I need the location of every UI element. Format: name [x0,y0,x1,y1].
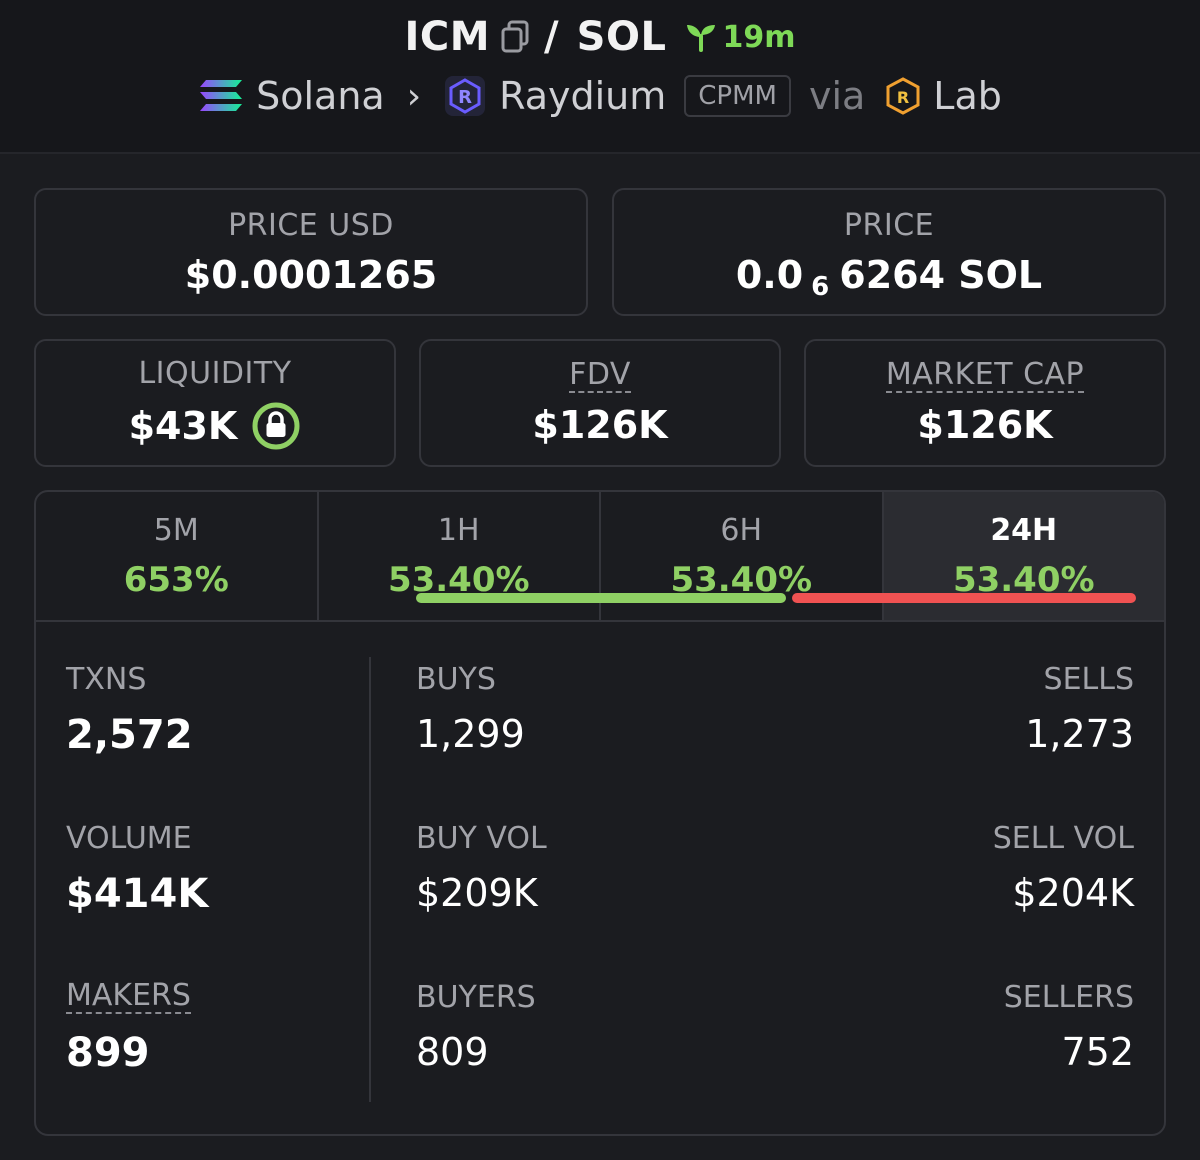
price-usd-value: $0.0001265 [184,252,438,297]
fdv-label[interactable]: FDV [569,357,631,393]
tab-5m[interactable]: 5M 653% [36,492,319,620]
price-native-prefix: 0.0 [735,252,804,297]
makers-value: 899 [66,1030,150,1076]
svg-text:R: R [458,87,472,108]
sell-vol-value: $204K [1012,871,1134,915]
buyers-bar [416,593,786,603]
launchpad-link[interactable]: Lab [933,74,1002,118]
age-text: 19m [722,19,796,55]
chevron-right-icon: › [406,75,422,117]
liquidity-card: LIQUIDITY $43K [34,339,396,467]
makers-label[interactable]: MAKERS [66,978,191,1014]
txns-label: TXNS [66,662,147,697]
buy-vol-label: BUY VOL [416,821,547,856]
sellers-value: 752 [1061,1030,1134,1074]
market-cap-value: $126K [917,402,1053,447]
dex-link[interactable]: Raydium [499,74,667,118]
tab-change: 53.40% [670,559,813,600]
price-native-zero-count: 6 [811,271,830,302]
liquidity-value: $43K [128,403,238,448]
txns-value: 2,572 [66,712,193,758]
copy-icon[interactable] [500,20,530,54]
raydium-lab-icon: R [885,76,921,116]
seedling-icon [687,25,716,52]
raydium-icon: R [443,74,487,118]
tab-label: 1H [437,512,480,548]
stats-panel: 5M 653% 1H 53.40% 6H 53.40% 24H 53.40% T… [34,490,1166,1136]
market-cap-card: MARKET CAP $126K [804,339,1166,467]
sellers-label: SELLERS [1003,980,1134,1015]
lock-icon[interactable] [251,401,301,451]
buys-value: 1,299 [416,712,525,756]
tab-change: 653% [123,559,229,600]
column-divider [369,657,371,1102]
volume-value: $414K [66,871,209,917]
price-native-card: PRICE 0.0 6 6264 SOL [612,188,1166,316]
sell-vol-label: SELL VOL [992,821,1134,856]
tab-label: 24H [990,512,1058,548]
quote-symbol: SOL [576,14,667,60]
fdv-value: $126K [532,402,668,447]
tab-label: 6H [720,512,763,548]
pair-title: ICM / SOL 19m [0,8,1200,66]
price-native-value: 0.0 6 6264 SOL [735,252,1043,302]
svg-text:R: R [897,88,909,107]
liquidity-label: LIQUIDITY [138,355,292,391]
buyers-value: 809 [416,1030,489,1074]
price-native-label: PRICE [843,207,935,243]
liquidity-value-row: $43K [129,401,302,451]
fdv-card: FDV $126K [419,339,781,467]
tab-change: 53.40% [952,559,1095,600]
buys-label: BUYS [416,662,496,697]
pair-header: ICM / SOL 19m [0,0,1200,154]
price-usd-label: PRICE USD [228,207,394,243]
pair-age: 19m [684,20,795,55]
base-symbol: ICM [404,14,491,60]
sellers-bar [792,593,1136,603]
via-label: via [808,74,866,118]
price-native-suffix: 6264 SOL [839,252,1043,297]
market-cap-label[interactable]: MARKET CAP [885,357,1085,393]
buy-vol-value: $209K [416,871,538,915]
tab-change: 53.40% [387,559,530,600]
chain-link[interactable]: Solana [256,74,385,118]
tab-6h[interactable]: 6H 53.40% [601,492,884,620]
breadcrumb: Solana › R Raydium CPMM via R Lab [0,66,1200,126]
volume-label: VOLUME [66,821,192,856]
tab-label: 5M [153,512,199,548]
buyers-label: BUYERS [416,980,536,1015]
sells-label: SELLS [1043,662,1134,697]
pair-separator: / [544,14,559,60]
sells-value: 1,273 [1025,712,1134,756]
tab-1h[interactable]: 1H 53.40% [319,492,601,620]
price-usd-card: PRICE USD $0.0001265 [34,188,588,316]
pool-type-badge: CPMM [684,75,791,117]
solana-icon [198,76,244,116]
